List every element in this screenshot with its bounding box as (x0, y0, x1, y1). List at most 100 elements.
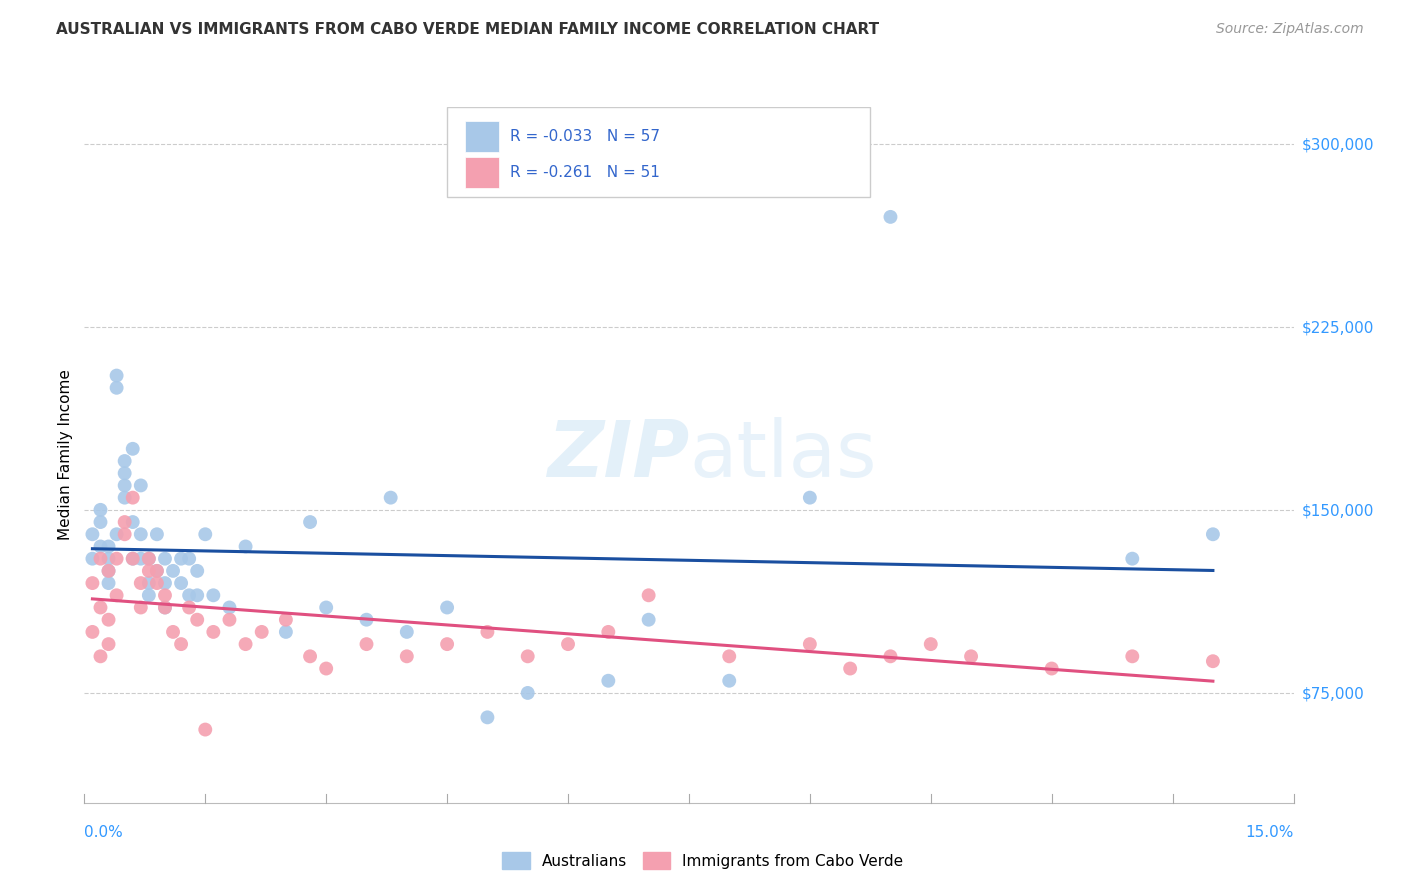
Point (380, 491, 402, 505)
Point (138, 588, 160, 602)
Point (637, 588, 659, 602)
Point (235, 637, 257, 651)
Y-axis label: Median Family Income: Median Family Income (58, 369, 73, 541)
Point (250, 624, 273, 639)
FancyBboxPatch shape (465, 121, 499, 153)
Point (114, 491, 136, 505)
Point (436, 637, 458, 651)
Point (153, 576, 176, 591)
Point (82, 624, 104, 639)
Point (179, 551, 201, 566)
Point (1121, 649, 1143, 664)
Point (82, 576, 104, 591)
Point (436, 600, 458, 615)
Point (97, 564, 120, 578)
Point (395, 649, 418, 664)
Point (839, 661, 862, 675)
Point (121, 491, 143, 505)
Point (718, 673, 741, 688)
Point (121, 442, 143, 456)
Text: ZIP: ZIP (547, 417, 689, 493)
Point (718, 649, 741, 664)
Point (97, 540, 120, 554)
Point (170, 637, 193, 651)
Point (516, 649, 538, 664)
Point (202, 588, 225, 602)
Point (121, 551, 143, 566)
Point (138, 551, 160, 566)
Point (299, 649, 322, 664)
Point (97, 637, 120, 651)
Text: R = -0.261   N = 51: R = -0.261 N = 51 (510, 165, 659, 180)
Point (153, 600, 176, 615)
FancyBboxPatch shape (447, 107, 870, 197)
Point (138, 551, 160, 566)
Point (97, 613, 120, 627)
Point (129, 576, 152, 591)
Point (477, 710, 499, 724)
Text: Source: ZipAtlas.com: Source: ZipAtlas.com (1216, 22, 1364, 37)
Point (920, 637, 942, 651)
Text: 15.0%: 15.0% (1246, 825, 1294, 840)
Point (516, 686, 538, 700)
Point (186, 613, 208, 627)
Point (395, 624, 418, 639)
Point (153, 600, 176, 615)
Point (162, 624, 184, 639)
Point (105, 381, 128, 395)
Point (477, 624, 499, 639)
Point (138, 564, 160, 578)
Point (89, 540, 111, 554)
Point (129, 527, 152, 541)
Point (1202, 527, 1225, 541)
Text: atlas: atlas (689, 417, 876, 493)
Point (146, 564, 169, 578)
Point (146, 564, 169, 578)
Point (315, 661, 337, 675)
Point (89, 649, 111, 664)
Point (879, 649, 901, 664)
Point (557, 637, 579, 651)
Point (89, 503, 111, 517)
Point (274, 613, 297, 627)
Point (129, 600, 152, 615)
Point (97, 564, 120, 578)
Point (960, 649, 983, 664)
Point (114, 454, 136, 468)
Point (356, 613, 378, 627)
Point (1202, 654, 1225, 668)
Point (114, 478, 136, 492)
Text: AUSTRALIAN VS IMMIGRANTS FROM CABO VERDE MEDIAN FAMILY INCOME CORRELATION CHART: AUSTRALIAN VS IMMIGRANTS FROM CABO VERDE… (56, 22, 879, 37)
Point (121, 551, 143, 566)
Point (89, 600, 111, 615)
Point (153, 551, 176, 566)
Point (598, 673, 620, 688)
Point (89, 515, 111, 529)
Point (1121, 551, 1143, 566)
Legend: Australians, Immigrants from Cabo Verde: Australians, Immigrants from Cabo Verde (496, 846, 910, 875)
Point (299, 515, 322, 529)
Point (129, 551, 152, 566)
Text: R = -0.033   N = 57: R = -0.033 N = 57 (510, 128, 659, 144)
Point (129, 478, 152, 492)
Point (105, 551, 128, 566)
Point (274, 624, 297, 639)
Point (114, 527, 136, 541)
Point (235, 540, 257, 554)
Point (799, 637, 821, 651)
Point (82, 527, 104, 541)
Point (114, 515, 136, 529)
Point (114, 467, 136, 481)
Point (121, 515, 143, 529)
Point (170, 551, 193, 566)
FancyBboxPatch shape (465, 157, 499, 188)
Point (105, 527, 128, 541)
Point (356, 637, 378, 651)
Point (179, 588, 201, 602)
Point (637, 613, 659, 627)
Point (799, 491, 821, 505)
Point (146, 576, 169, 591)
Point (194, 723, 217, 737)
Point (315, 600, 337, 615)
Point (1040, 661, 1063, 675)
